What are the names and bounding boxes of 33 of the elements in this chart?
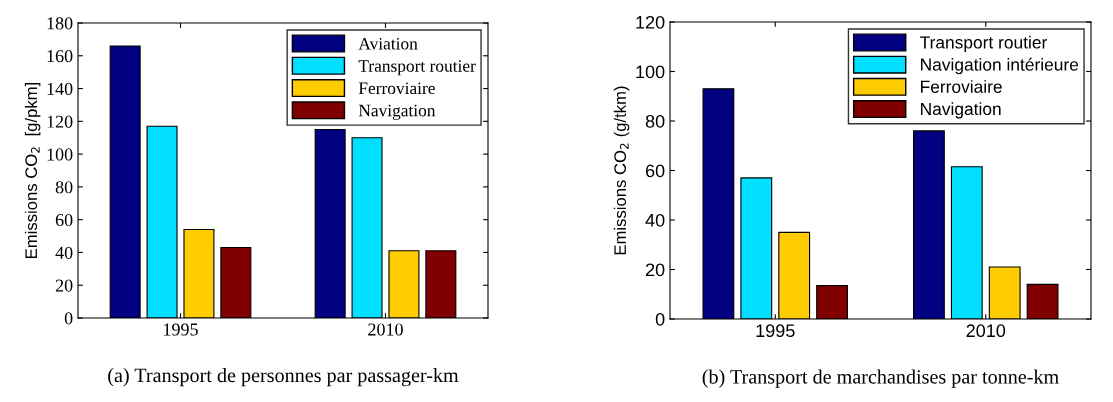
legend-label: Transport routier: [358, 60, 476, 76]
legend-label: Navigation: [358, 104, 436, 120]
legend-label: Ferroviaire: [358, 82, 435, 95]
x-tick-label: 1995: [164, 323, 198, 336]
y-tick-label: 60: [55, 213, 73, 227]
legend-label: Navigation intérieure: [921, 57, 1079, 75]
y-tick-label: 40: [55, 246, 73, 259]
y-tick-label: 160: [47, 50, 73, 63]
y-tick-label: 140: [47, 82, 73, 95]
text: (b) Transport de marchandises par tonne-km: [702, 369, 1059, 388]
y-tick-label: 40: [645, 213, 665, 227]
y-tick-label: 0: [655, 312, 665, 326]
x-tick-label: 2010: [966, 324, 1006, 338]
y-tick-label: 180: [47, 17, 73, 30]
y-tick-label: 120: [47, 115, 73, 128]
x-tick-label: 1995: [756, 324, 795, 338]
y-tick-label: 60: [645, 164, 665, 178]
y-axis-title: Emissions CO$_{2}$ (g/tkm): [613, 86, 630, 255]
y-tick-label: 100: [636, 65, 665, 79]
legend-label: Aviation: [358, 37, 418, 50]
text: (a) Transport de personnes par passager-km: [108, 367, 459, 387]
y-tick-label: 20: [645, 263, 665, 277]
legend-label: Transport routier: [920, 35, 1048, 52]
y-axis-title: Emissions CO$_{2}$ [g/pkm]: [24, 83, 41, 258]
y-tick-label: 0: [64, 312, 73, 325]
x-tick-label: 2010: [368, 323, 403, 336]
y-tick-label: 120: [636, 15, 665, 29]
y-tick-label: 80: [55, 181, 73, 194]
legend-label: Ferroviaire: [921, 80, 1002, 93]
y-tick-label: 100: [47, 148, 73, 161]
y-tick-label: 80: [645, 114, 665, 128]
legend-label: Navigation: [921, 102, 1001, 119]
y-tick-label: 20: [55, 279, 73, 292]
